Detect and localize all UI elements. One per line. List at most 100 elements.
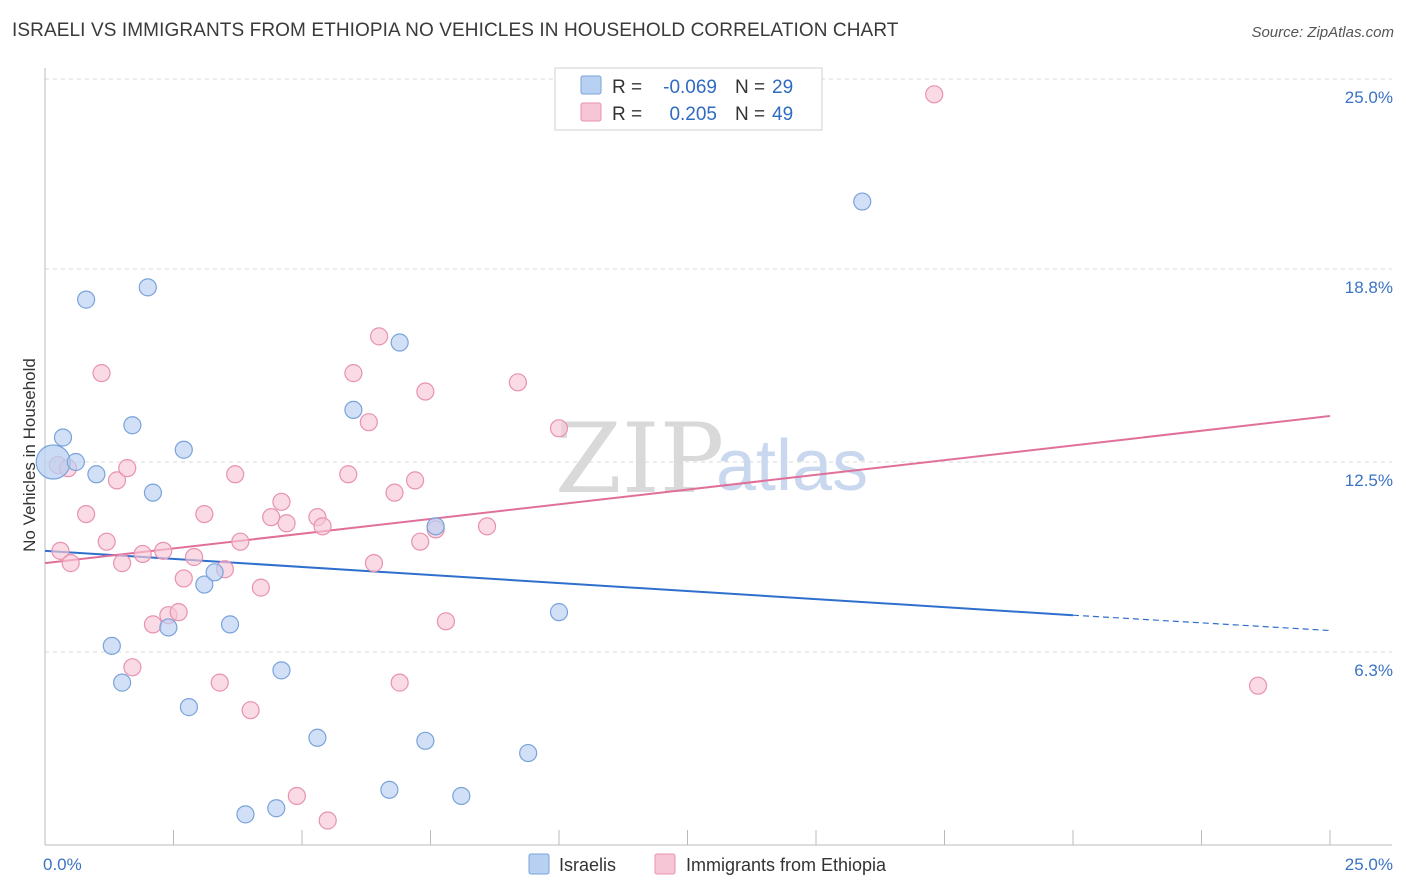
ethiopia-point-15: [184, 547, 204, 567]
ethiopia-point-4: [97, 532, 116, 551]
israeli-point-19: [308, 728, 327, 747]
ethiopia-point-22: [262, 508, 281, 527]
ethiopia-point-1: [61, 554, 80, 573]
watermark: ZIP atlas: [555, 403, 868, 515]
ethiopia-point-23: [272, 492, 291, 511]
ethiopia-point-21: [251, 578, 270, 597]
israeli-point-22: [390, 333, 409, 352]
ethiopia-point-36: [405, 471, 425, 490]
ethiopia-point-5: [107, 471, 127, 490]
trend-lines: [44, 415, 1331, 632]
israeli-trend-line: [44, 549, 1074, 617]
israeli-point-18: [272, 661, 291, 680]
ethiopia-point-14: [174, 569, 193, 588]
israeli-point-7: [123, 416, 142, 435]
ethiopia-point-2: [77, 504, 96, 524]
ethiopia-point-3: [92, 364, 111, 383]
israeli-point-12: [179, 698, 199, 717]
ethiopia-point-45: [1248, 676, 1268, 695]
x-tick-label-0: 0.0%: [43, 855, 82, 874]
bottom-legend-israelis: Israelis: [559, 855, 616, 875]
ethiopia-point-16: [195, 504, 214, 524]
israeli-point-20: [344, 400, 363, 420]
israeli-point-15: [220, 615, 240, 634]
legend-box: R = -0.069 N = 29 R = 0.205 N = 49: [554, 67, 823, 131]
ethiopia-point-30: [344, 364, 363, 383]
y-tick-label-3: 25.0%: [1345, 88, 1393, 107]
ethiopia-point-10: [143, 615, 163, 634]
bottom-legend-swatch-ethiopia: [654, 853, 676, 875]
ethiopia-point-13: [169, 603, 188, 622]
legend-r-label-2: R =: [612, 104, 642, 125]
y-tick-label-0: 6.3%: [1354, 661, 1393, 680]
israeli-point-9: [143, 483, 163, 502]
ethiopia-point-24: [277, 514, 296, 533]
ethiopia-point-8: [123, 658, 142, 677]
ethiopia-point-7: [118, 459, 137, 478]
ethiopia-point-25: [287, 786, 306, 806]
israeli-point-13: [195, 575, 214, 594]
israeli-point-10: [159, 618, 178, 637]
ethiopia-point-11: [154, 541, 173, 560]
legend-r-value-2: 0.205: [669, 104, 717, 125]
y-axis-label: No Vehicles in Household: [20, 358, 39, 552]
ethiopia-point-6: [112, 554, 132, 573]
bottom-legend-swatch-israelis: [528, 853, 550, 875]
israeli-point-14: [205, 563, 224, 582]
israeli-point-28: [853, 192, 872, 211]
ethiopia-point-17: [210, 673, 229, 692]
ethiopia-point-40: [436, 612, 456, 631]
ethiopia-point-37: [411, 532, 430, 551]
ethiopia-point-0: [51, 541, 70, 560]
ethiopia-point-41: [477, 517, 497, 536]
israeli-point-2: [66, 452, 85, 472]
legend-n-label-1: N =: [735, 77, 765, 98]
ethiopia-trend-line: [44, 415, 1331, 565]
legend-swatch-ethiopia: [580, 102, 602, 122]
ethiopia-point-20: [241, 701, 260, 720]
y-tick-label-2: 18.8%: [1345, 278, 1393, 297]
israeli-point-8: [138, 278, 157, 297]
ethiopia-point-38: [416, 382, 435, 401]
chart-title: ISRAELI VS IMMIGRANTS FROM ETHIOPIA NO V…: [12, 20, 899, 41]
legend-r-value-1: -0.069: [663, 77, 717, 98]
source-label: Source: ZipAtlas.com: [1251, 24, 1394, 41]
watermark-atlas: atlas: [716, 426, 868, 506]
ethiopia-point-33: [370, 327, 389, 346]
israeli-point-17: [267, 799, 286, 818]
legend-n-label-2: N =: [735, 104, 765, 125]
gridlines: [45, 78, 1392, 653]
ethiopia-point-29: [339, 465, 358, 484]
ethiopia-point-35: [390, 673, 409, 692]
israeli-point-26: [519, 743, 538, 763]
y-tick-labels: 6.3% 12.5% 18.8% 25.0%: [1345, 88, 1393, 680]
y-tick-label-1: 12.5%: [1345, 471, 1393, 490]
ethiopia-point-44: [925, 85, 944, 104]
ethiopia-point-28: [318, 811, 337, 830]
ethiopia-point-9: [133, 544, 152, 564]
israeli-point-21: [380, 780, 399, 799]
israeli-point-16: [236, 805, 255, 824]
x-tick-labels: 0.0% 25.0%: [43, 855, 1393, 874]
ethiopia-point-42: [508, 373, 527, 392]
israeli-point-5: [102, 636, 121, 655]
israeli-point-23: [416, 731, 435, 750]
israeli-point-0: [35, 444, 71, 480]
x-tick-label-1: 25.0%: [1345, 855, 1393, 874]
legend-swatch-israelis: [580, 75, 602, 95]
legend-n-value-2: 49: [772, 104, 793, 125]
watermark-zip: ZIP: [555, 403, 724, 515]
ethiopia-point-18: [226, 465, 245, 484]
legend-n-value-1: 29: [772, 77, 793, 98]
ethiopia-point-31: [359, 413, 378, 432]
israeli-point-11: [174, 440, 193, 459]
israeli-point-6: [112, 673, 132, 692]
israeli-point-1: [53, 428, 73, 447]
israeli-point-3: [77, 290, 96, 309]
israeli-point-27: [549, 603, 569, 622]
ethiopia-point-34: [385, 483, 404, 502]
ethiopia-point-19: [231, 532, 250, 551]
israeli-point-24: [426, 517, 445, 536]
ethiopia-point-43: [549, 419, 569, 438]
